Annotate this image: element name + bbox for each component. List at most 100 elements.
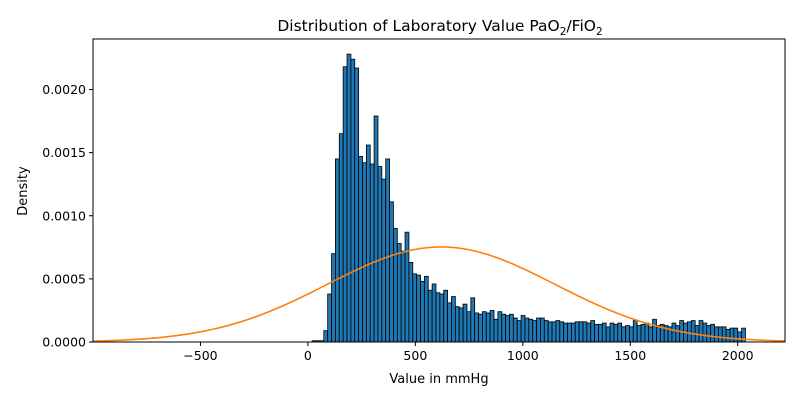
histogram-bar	[373, 115, 379, 343]
histogram-bar	[717, 326, 723, 343]
plot-frame	[92, 38, 786, 343]
histogram-bar	[594, 323, 599, 343]
histogram-bar	[443, 289, 448, 343]
x-tick-label: 2000	[722, 348, 754, 363]
histogram-bar	[621, 326, 626, 343]
histogram-bar	[636, 325, 642, 343]
histogram-bar	[706, 325, 712, 343]
histogram-bar	[512, 317, 518, 343]
histogram-bar	[493, 318, 499, 343]
histogram-bar	[702, 322, 708, 343]
chart-title: Distribution of Laboratory Value PaO2/Fi…	[277, 17, 602, 38]
histogram-bar	[423, 275, 429, 343]
histogram-bar	[710, 323, 715, 343]
histogram-bar	[323, 330, 329, 343]
histogram-bar	[547, 321, 553, 343]
histogram-bar	[625, 325, 630, 343]
histogram-bar	[675, 325, 681, 343]
histogram-bar	[404, 231, 410, 343]
histogram-bar	[714, 326, 719, 343]
histogram-bar	[462, 303, 468, 343]
histogram-bar	[454, 306, 460, 343]
histogram-bar	[331, 253, 336, 343]
histogram-bar	[358, 156, 363, 343]
histogram-bar	[725, 328, 731, 343]
histogram-bar	[698, 320, 704, 343]
histogram-bar	[435, 292, 441, 343]
histogram-bar	[570, 322, 576, 343]
histogram-bar	[613, 323, 619, 343]
histogram-bar	[350, 58, 356, 343]
histogram-bar	[489, 310, 495, 343]
histogram-bar	[478, 313, 483, 343]
histogram-bar	[652, 318, 657, 343]
histogram-bar	[365, 144, 371, 343]
histogram-bar	[687, 321, 692, 343]
histogram-bar	[427, 289, 433, 343]
x-axis-ticks: −500 0 500 1000 1500 2000	[183, 342, 754, 363]
histogram-bar	[389, 201, 394, 343]
histogram-bar	[377, 166, 383, 343]
histogram-bar	[574, 321, 580, 343]
histogram-bar	[543, 320, 549, 343]
histogram-bar	[644, 322, 650, 343]
histogram-bar	[555, 320, 561, 343]
histogram-bar	[578, 321, 584, 343]
histogram-bar	[590, 320, 595, 343]
histogram-bar	[582, 321, 588, 343]
histogram-bar	[532, 320, 537, 343]
histogram-bar	[396, 243, 402, 343]
histogram-bar	[439, 293, 445, 343]
histogram-bar	[342, 66, 348, 343]
histogram-bar	[656, 325, 661, 343]
histogram-bar	[540, 317, 545, 343]
histogram-bar	[567, 322, 572, 343]
y-tick-label: 0.0020	[42, 82, 86, 97]
y-tick-label: 0.0015	[42, 145, 86, 160]
histogram-bar	[605, 326, 611, 343]
histogram-bar	[551, 321, 557, 343]
histogram-bar	[629, 326, 634, 343]
y-tick-label: 0.0000	[42, 335, 86, 350]
y-tick-label: 0.0010	[42, 208, 86, 223]
histogram-bar	[524, 317, 530, 343]
histogram-bar	[447, 302, 452, 343]
x-axis-label: Value in mmHg	[389, 372, 488, 387]
histogram-bar	[385, 158, 390, 343]
histogram-bar	[497, 311, 503, 343]
histogram-bar	[528, 318, 534, 343]
histogram-bar	[640, 323, 646, 343]
histogram-bar	[369, 163, 375, 343]
histogram-bar	[671, 322, 677, 343]
histogram-bar	[431, 283, 437, 343]
histogram-bar	[563, 322, 568, 343]
histogram-bar	[470, 297, 476, 343]
histogram-bar	[536, 317, 541, 343]
histogram-bar	[354, 67, 360, 343]
histogram-bar	[516, 320, 522, 343]
histogram-bar	[632, 320, 638, 343]
histogram-bar	[485, 312, 491, 343]
histogram-bar	[362, 162, 367, 343]
histogram-bar	[501, 313, 507, 343]
histogram-bar	[586, 322, 592, 343]
histogram-bar	[733, 327, 739, 343]
x-tick-label: −500	[183, 348, 217, 363]
histogram-bar	[601, 322, 607, 343]
histogram-bar	[327, 293, 332, 343]
histogram-bar	[381, 178, 387, 343]
histogram-bar	[598, 323, 603, 343]
x-tick-label: 0	[304, 348, 312, 363]
histogram-bar	[617, 322, 623, 343]
histogram-bar	[509, 313, 514, 343]
y-axis-label: Density	[16, 166, 31, 216]
histogram-bar	[690, 320, 696, 343]
histogram-bar	[458, 307, 464, 343]
histogram-bar	[400, 250, 406, 343]
histogram-bar	[466, 311, 472, 343]
y-axis-ticks: 0.0000 0.0005 0.0010 0.0015 0.0020	[42, 82, 93, 350]
histogram-bar	[338, 133, 344, 343]
x-tick-label: 1500	[614, 348, 646, 363]
histogram-bar	[474, 312, 479, 343]
